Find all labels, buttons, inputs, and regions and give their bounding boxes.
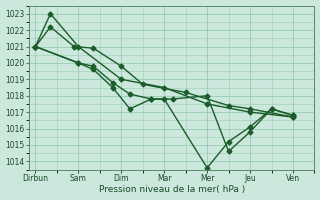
X-axis label: Pression niveau de la mer( hPa ): Pression niveau de la mer( hPa ) [99,185,245,194]
